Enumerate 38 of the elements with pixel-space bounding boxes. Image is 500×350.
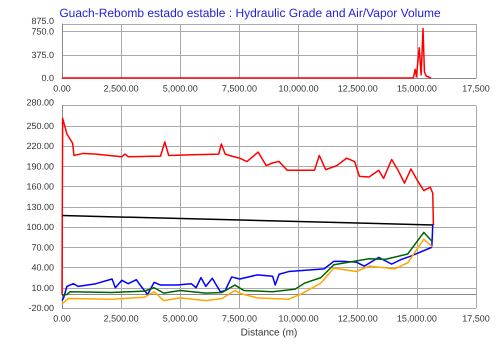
x-tick-label: 7,500.00 [222, 84, 257, 94]
y-tick-label: 70.00 [31, 242, 54, 252]
x-axis-title: Distance (m) [240, 327, 298, 338]
x-tick-label: 2,500.00 [104, 84, 139, 94]
x-tick-label: 15,000.00 [396, 84, 437, 94]
y-tick-label: 875.0 [31, 16, 54, 26]
y-tick-label: 160.00 [26, 182, 54, 192]
x-tick-label: 5,000.00 [162, 314, 198, 324]
x-tick-label: 12,500.00 [338, 314, 378, 324]
y-tick-label: 375.0 [31, 50, 54, 60]
x-tick-label: 15,000.00 [396, 314, 437, 324]
y-tick-label: -20.00 [28, 303, 54, 313]
x-tick-label: 10,000.00 [278, 314, 319, 324]
line-series [61, 224, 434, 302]
x-tick-label: 17,500 [462, 84, 490, 94]
line-series [61, 238, 434, 305]
y-tick-label: 190.00 [26, 161, 54, 172]
y-tick-label: 220.00 [26, 141, 54, 151]
x-tick-label: 17,500 [462, 314, 490, 324]
x-tick-label: 5,000.00 [162, 84, 198, 94]
x-tick-label: 7,500.00 [222, 314, 257, 324]
y-tick-label: 130.00 [26, 202, 54, 212]
line-series [61, 232, 433, 296]
y-tick-label: 100.00 [26, 222, 54, 232]
y-tick-label: 10.00 [31, 282, 54, 293]
y-tick-label: 280.00 [26, 98, 54, 108]
x-tick-label: 12,500.00 [338, 84, 378, 94]
line-series [61, 118, 434, 296]
x-tick-label: 2,500.00 [104, 314, 139, 324]
y-tick-label: 250.00 [26, 120, 54, 131]
y-tick-label: 40.00 [31, 262, 54, 272]
x-tick-label: 0.00 [53, 314, 71, 324]
y-tick-label: 750.0 [31, 26, 54, 37]
x-tick-label: 0.00 [53, 84, 71, 94]
x-tick-label: 10,000.00 [278, 84, 319, 94]
y-tick-label: 0.0 [41, 73, 54, 83]
chart-title: Guach-Rebomb estado estable : Hydraulic Grade and Air/Vapor Volume [59, 6, 441, 20]
line-series [61, 28, 432, 79]
